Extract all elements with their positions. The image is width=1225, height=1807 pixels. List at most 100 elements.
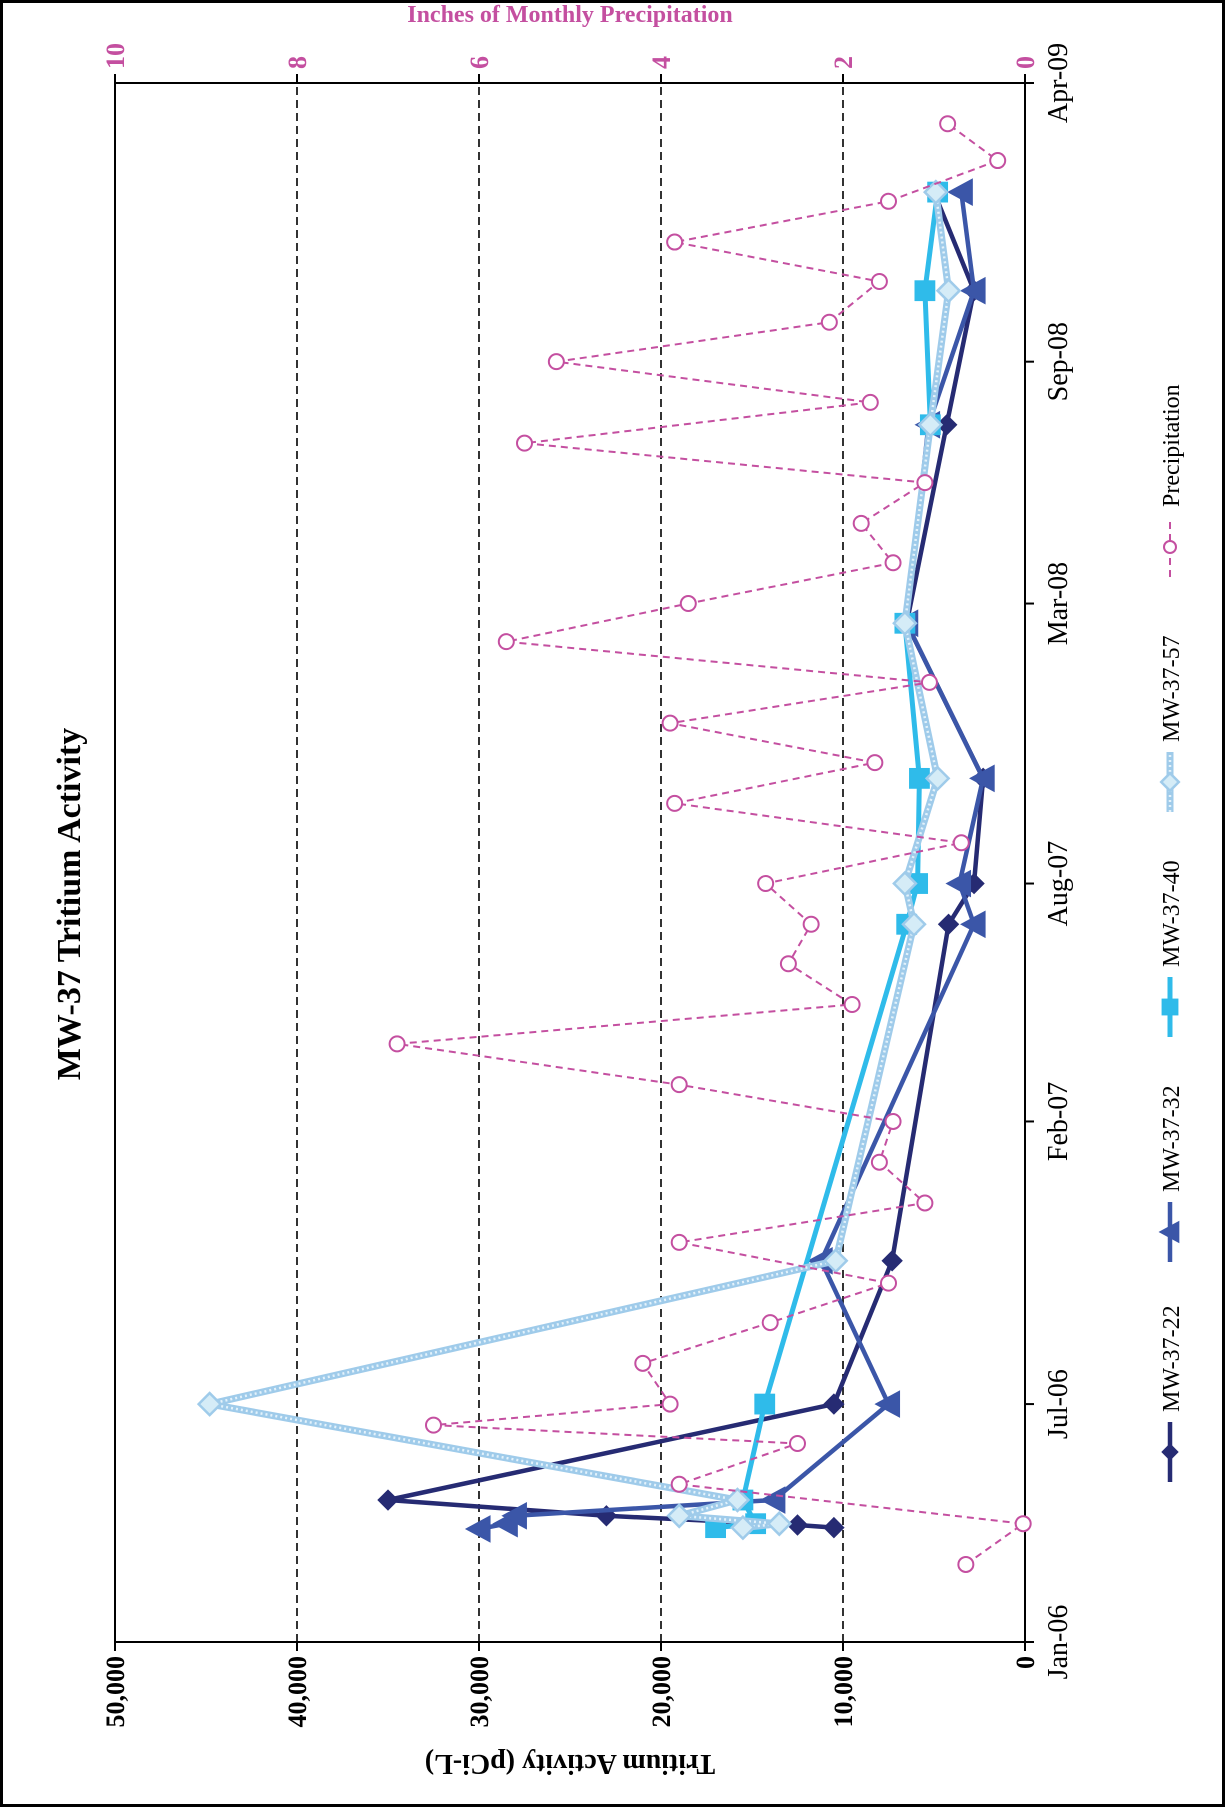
data-point xyxy=(464,1515,491,1543)
y2-tick-label: 2 xyxy=(829,56,858,69)
data-point xyxy=(666,233,684,251)
data-point xyxy=(901,911,927,938)
data-point xyxy=(823,1393,845,1415)
y2-tick-label: 0 xyxy=(1011,56,1040,69)
data-point xyxy=(761,1314,779,1332)
data-point xyxy=(786,1514,809,1536)
data-point xyxy=(823,1516,845,1539)
data-point xyxy=(880,1274,897,1292)
y-tick-label: 10,000 xyxy=(829,1656,858,1728)
legend-label: MW-37-32 xyxy=(1159,1085,1185,1192)
x-tick-label: Mar-08 xyxy=(1043,562,1074,645)
data-point xyxy=(1014,1515,1032,1533)
data-point xyxy=(730,1514,756,1541)
legend-label: Precipitation xyxy=(1159,384,1185,507)
data-point xyxy=(884,554,902,572)
data-point xyxy=(939,115,957,133)
series-line xyxy=(396,122,1025,1566)
data-point xyxy=(874,1390,901,1418)
data-point xyxy=(634,1354,652,1372)
data-point xyxy=(924,765,951,792)
y-tick-label: 0 xyxy=(1011,1656,1040,1669)
data-point xyxy=(766,1510,793,1537)
data-point xyxy=(870,272,888,290)
legend-entry: MW-37-22 xyxy=(1159,1305,1185,1482)
legend-marker xyxy=(1161,1443,1179,1461)
y2-tick-label: 10 xyxy=(101,43,130,69)
data-point xyxy=(425,1416,442,1434)
data-point xyxy=(923,179,949,205)
data-point xyxy=(852,514,870,532)
x-tick-label: Aug-07 xyxy=(1043,841,1074,927)
data-point xyxy=(670,1475,688,1493)
y-tick-label: 50,000 xyxy=(101,1656,130,1728)
data-point xyxy=(884,1112,902,1130)
legend-entry: MW-37-57 xyxy=(1159,635,1185,812)
data-point xyxy=(724,1487,751,1513)
plot-area-border xyxy=(114,82,1026,1643)
data-point xyxy=(789,1435,806,1453)
y-tick-label: 20,000 xyxy=(647,1656,676,1728)
data-point xyxy=(516,434,533,452)
y2-tick-label: 8 xyxy=(283,56,312,69)
x-tick-label: Apr-09 xyxy=(1043,43,1074,123)
data-point xyxy=(936,414,958,436)
data-point xyxy=(866,754,884,772)
data-point xyxy=(892,610,918,637)
x-tick-label: Jan-06 xyxy=(1043,1605,1074,1680)
data-point xyxy=(666,794,684,812)
y2-tick-label: 4 xyxy=(647,56,676,69)
data-point xyxy=(759,1486,786,1514)
legend-entry: MW-37-32 xyxy=(1158,1085,1185,1262)
legend-label: MW-37-40 xyxy=(1159,860,1185,967)
y2-axis-title: Inches of Monthly Precipitation xyxy=(407,2,733,28)
data-point xyxy=(670,1233,688,1251)
data-point xyxy=(377,1489,399,1511)
data-point xyxy=(945,869,972,898)
data-point xyxy=(779,955,797,973)
x-tick-label: Feb-07 xyxy=(1043,1082,1074,1161)
data-point xyxy=(754,1393,776,1415)
data-point xyxy=(947,178,973,206)
data-point xyxy=(937,913,960,935)
data-point xyxy=(861,393,879,411)
legend-label: MW-37-22 xyxy=(1159,1305,1185,1412)
axis-ticks: 0 10,000 20,000 30,000 40,000 50,000 0 2 4 6 8 10 Ja… xyxy=(101,43,1074,1728)
chart-title: MW-37 Tritium Activity xyxy=(51,728,88,1081)
data-point xyxy=(501,1501,527,1530)
data-point xyxy=(822,1248,849,1274)
data-point xyxy=(959,276,986,305)
data-point xyxy=(661,1395,679,1413)
y-axis-title: Tritium Activity (pCi-L) xyxy=(425,1748,715,1779)
data-point xyxy=(881,1250,903,1272)
legend-marker xyxy=(1163,540,1177,554)
series-precipitation xyxy=(388,115,1032,1573)
data-point xyxy=(843,995,861,1013)
data-point xyxy=(679,595,697,613)
data-point xyxy=(666,1503,692,1529)
rotated-chart: MW-37 Tritium Activity 0 10,000 20,000 30,0… xyxy=(51,2,1185,1779)
data-point xyxy=(914,280,936,302)
data-point xyxy=(892,870,918,897)
data-point xyxy=(870,1153,888,1171)
data-point xyxy=(661,714,679,732)
data-point xyxy=(388,1035,406,1053)
y2-tick-label: 6 xyxy=(465,56,494,69)
legend: MW-37-22 MW-37-32 MW-37-40 MW-37-57 Precipit… xyxy=(1158,384,1185,1482)
data-point xyxy=(802,915,820,933)
data-point xyxy=(935,277,962,304)
data-point xyxy=(196,1391,223,1417)
data-point xyxy=(820,313,838,331)
legend-marker xyxy=(1161,998,1179,1016)
data-point xyxy=(547,353,565,371)
legend-entry: Precipitation xyxy=(1159,384,1185,577)
series-lines xyxy=(196,115,1032,1573)
data-point xyxy=(670,1076,688,1094)
data-point xyxy=(880,192,897,210)
legend-marker xyxy=(1158,1220,1180,1244)
legend-marker xyxy=(1159,771,1181,793)
data-point xyxy=(916,1194,934,1212)
y-tick-label: 30,000 xyxy=(465,1656,494,1728)
